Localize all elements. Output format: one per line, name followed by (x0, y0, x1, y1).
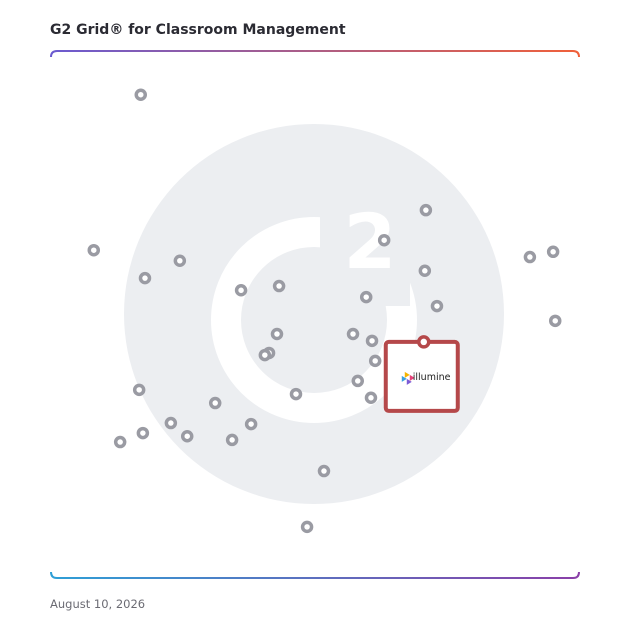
product-point (289, 387, 303, 401)
product-point (351, 374, 365, 388)
product-point (272, 279, 286, 293)
product-point (346, 327, 360, 341)
logo-part (409, 374, 415, 381)
product-point (164, 416, 178, 430)
product-point (368, 354, 382, 368)
product-point (138, 271, 152, 285)
product-point (208, 396, 222, 410)
product-point (136, 426, 150, 440)
product-point (225, 433, 239, 447)
product-point (270, 327, 284, 341)
product-point (258, 348, 272, 362)
product-point (180, 429, 194, 443)
grid-border (50, 50, 580, 579)
product-point (546, 245, 560, 259)
product-point (548, 314, 562, 328)
date: August 10, 2026 (50, 597, 145, 611)
product-point (365, 334, 379, 348)
product-point (234, 284, 248, 297)
product-point (430, 299, 444, 313)
product-point (87, 243, 101, 257)
logo-part (401, 375, 407, 382)
highlight-label: illumine (413, 372, 451, 383)
product-point (317, 464, 331, 478)
product-point (132, 383, 146, 397)
product-point (134, 88, 148, 101)
product-point (523, 250, 537, 264)
product-point (377, 233, 391, 247)
logo-part (404, 371, 410, 378)
logo-icon (401, 371, 415, 385)
product-point (359, 290, 373, 304)
highlight-point (417, 335, 431, 349)
product-point (418, 264, 432, 278)
product-point (173, 254, 187, 267)
product-point (300, 520, 314, 534)
product-point (113, 435, 127, 449)
logo-part (406, 378, 412, 385)
product-point (244, 417, 258, 431)
product-point (364, 391, 378, 405)
product-point (419, 203, 433, 217)
watermark: 2 (124, 124, 504, 504)
chart-title: G2 Grid® for Classroom Management (50, 22, 346, 38)
